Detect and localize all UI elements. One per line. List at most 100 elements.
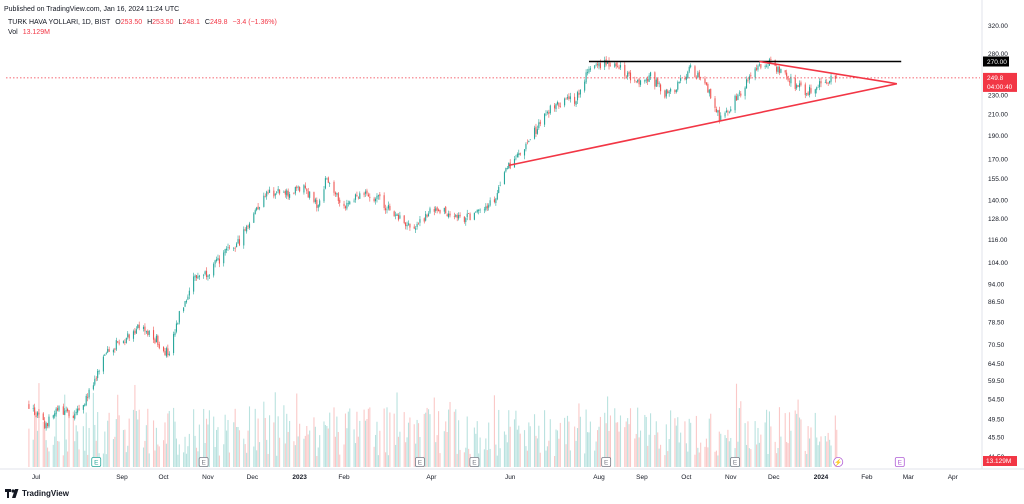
ohlc-low-label: L (178, 19, 183, 26)
volume-bar (68, 417, 70, 467)
volume-bar (356, 411, 358, 467)
volume-bar (135, 410, 137, 467)
price-tick-label: 64.50 (988, 361, 1005, 368)
volume-bar (466, 416, 468, 467)
candle-body (64, 410, 66, 415)
volume-bar (688, 418, 690, 467)
tradingview-logo[interactable]: TradingView (5, 489, 69, 498)
candle-body (830, 75, 832, 82)
volume-bar (48, 451, 50, 467)
volume-bar (435, 442, 437, 467)
volume-bar (533, 414, 536, 467)
candle-body (74, 413, 76, 419)
candle-body (445, 206, 447, 214)
candle-body (205, 270, 208, 277)
candle-body (173, 334, 175, 353)
time-tick-label: Nov (202, 474, 214, 481)
volume-bar (589, 421, 591, 467)
event-marker: E (601, 457, 612, 467)
volume-bar (75, 425, 77, 467)
candle-body (413, 226, 415, 229)
candle-body (798, 83, 801, 88)
event-marker: ⚡ (833, 456, 844, 467)
candle-body (303, 185, 305, 193)
candle-body (248, 223, 251, 228)
candle-body (774, 60, 776, 67)
volume-bar (777, 447, 779, 467)
volume-bar (790, 430, 792, 467)
price-axis[interactable]: 320.00280.00250.00230.00210.00190.00170.… (981, 0, 1008, 469)
volume-bar (57, 440, 59, 467)
volume-bar (164, 422, 166, 467)
volume-bar (104, 431, 106, 467)
candle-body (429, 208, 431, 213)
candle-body (185, 300, 188, 303)
candle-body (54, 413, 56, 417)
candle-body (545, 113, 547, 115)
candle-body (309, 191, 311, 198)
volume-bar (94, 424, 96, 467)
candle-body (279, 189, 281, 194)
volume-bar (154, 450, 156, 467)
volume-bar (798, 417, 801, 467)
volume-bar (458, 420, 460, 467)
volume-bar (389, 412, 391, 467)
time-tick-label: Dec (247, 474, 259, 481)
volume-bar (535, 435, 537, 467)
volume-bar (45, 440, 47, 467)
volume-bar (745, 444, 748, 467)
candle-body (528, 140, 530, 142)
symbol-title[interactable]: TURK HAVA YOLLARI, 1D, BIST (8, 19, 111, 26)
candle-body (740, 93, 742, 96)
candle-body (756, 68, 758, 70)
candle-body (137, 324, 139, 329)
volume-bar (536, 438, 538, 467)
time-tick-label: Mar (903, 474, 915, 481)
volume-bar (446, 432, 448, 467)
candle-body (366, 190, 368, 194)
volume-bar (725, 438, 728, 467)
last-price-tag (983, 72, 1017, 92)
candle-body (253, 213, 255, 223)
volume-bar (528, 422, 530, 467)
volume-bar (598, 426, 600, 467)
time-tick-label: Apr (948, 474, 959, 481)
volume-bar (266, 439, 268, 467)
volume-bar (195, 447, 198, 467)
volume-value: 13.129M (22, 29, 50, 36)
candle-body (274, 193, 276, 196)
time-tick-label: Sep (636, 474, 648, 481)
volume-bar (453, 411, 455, 467)
candle-body (664, 90, 666, 98)
candle-body (287, 190, 289, 197)
candle-body (604, 60, 606, 68)
candle-body (496, 193, 498, 200)
candle-body (688, 66, 690, 72)
volume-bar (88, 427, 90, 467)
volume-bar (144, 440, 146, 467)
volume-bar (163, 440, 165, 467)
candle-body (167, 348, 169, 356)
volume-bar (183, 452, 185, 467)
candle-body (657, 78, 659, 85)
volume-bar (326, 426, 328, 467)
candle-body (307, 191, 309, 198)
candle-body (680, 78, 682, 81)
volume-bar (205, 418, 208, 467)
volume-bar (518, 425, 520, 467)
volume-bar (293, 441, 295, 467)
volume-bar (555, 429, 557, 467)
volume-bar (346, 428, 348, 467)
volume-bar (376, 421, 378, 467)
candle-body (449, 213, 451, 216)
time-axis[interactable]: Jul Sep Oct Nov Dec 2023 Feb Apr Jun Aug Sep Oct Nov… (0, 468, 1024, 481)
volume-bar (214, 447, 216, 467)
candle-body (519, 153, 521, 155)
volume-bar (498, 409, 500, 467)
candle-body (645, 79, 647, 81)
volume-bar (538, 425, 540, 467)
volume-bar (614, 408, 616, 467)
volume-bar (806, 454, 808, 467)
candle-body (155, 335, 157, 343)
